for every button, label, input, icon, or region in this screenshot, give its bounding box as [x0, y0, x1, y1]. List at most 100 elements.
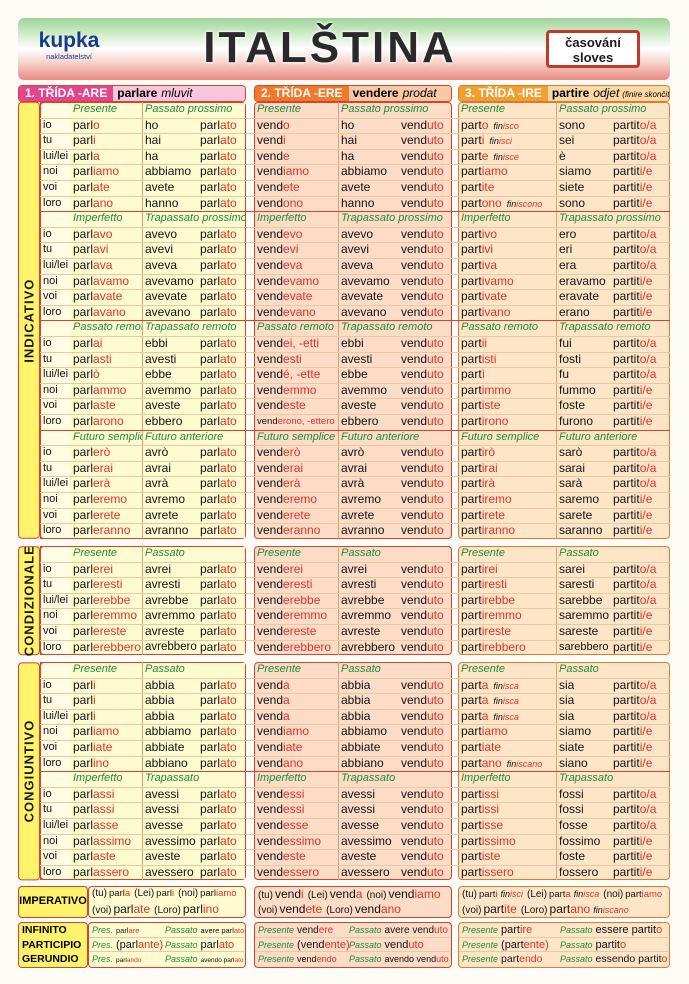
tense-name: Passato prossimo [341, 103, 429, 115]
row-line [40, 639, 670, 641]
stem: vend [257, 639, 284, 654]
participle: partito/a [610, 787, 670, 803]
column-panel-fill [70, 547, 245, 655]
stem: vend [401, 802, 428, 817]
participle: venduto [398, 802, 452, 818]
stem: part [461, 273, 482, 288]
participle: partito/a [610, 562, 670, 578]
stem: vend [257, 677, 284, 692]
auxiliary: fossero [559, 864, 599, 879]
past-part: Passato avendo venduto [349, 954, 449, 964]
ending: evi [283, 242, 299, 257]
stem: part [461, 460, 482, 475]
auxiliary: sia [559, 693, 575, 708]
row-line [40, 755, 670, 757]
auxiliary: saresti [559, 577, 595, 592]
stem: vend [401, 864, 428, 879]
nonfinite-row: Presente vendere Passato avere venduto [255, 923, 450, 938]
ending: i/e [639, 492, 653, 506]
ending: este [283, 849, 306, 864]
past-part: Passato avendo parlato [165, 954, 244, 964]
participle: parlato [197, 834, 246, 850]
stem: parl [73, 273, 94, 288]
extra-form: finiscano [507, 759, 543, 769]
participle: partito/a [610, 258, 670, 274]
ending: uto [427, 133, 444, 148]
ending: are [128, 926, 140, 935]
ending: a [565, 889, 571, 900]
participle: parlato [197, 133, 246, 149]
nonfinite-row: Presente partendo Passato essendo partito [459, 952, 668, 967]
pronoun: tu [43, 694, 53, 707]
past-label: Passato [165, 954, 198, 964]
stem: avendo parl [200, 957, 235, 964]
stem: parl [73, 608, 94, 623]
auxiliary: abbiano [341, 755, 384, 770]
stem: parl [200, 693, 221, 708]
simple-form: partivate [458, 289, 556, 305]
ending: ente) [324, 938, 349, 951]
auxiliary: fosti [559, 351, 582, 366]
ending: ano [283, 755, 304, 770]
simple-form: partireste [458, 624, 556, 640]
auxiliary: avessi [145, 786, 180, 801]
auxiliary: avevate [145, 289, 188, 304]
stem: part [461, 180, 482, 194]
auxiliary: sarete [559, 507, 593, 522]
present-label: Pres. [92, 939, 114, 950]
past-label: Passato [349, 939, 382, 950]
auxiliary: avesti [341, 351, 373, 366]
present-part: Presente vendere [258, 923, 349, 937]
auxiliary: foste [559, 398, 586, 413]
stem: partit [613, 367, 640, 382]
simple-form: vendé, -ette [254, 367, 338, 383]
imperative-pronoun: (tu) [92, 888, 107, 899]
tense-name: Presente [461, 663, 506, 675]
participle: parlato [197, 336, 246, 352]
imperativo-panel [458, 886, 670, 918]
ending: uto [427, 802, 444, 817]
participle: partito/a [610, 445, 670, 461]
ending: uto [427, 382, 444, 397]
verb-box: partire odjet (finire skončit) [547, 86, 669, 101]
ending: ai [93, 336, 103, 350]
stem: partit [613, 818, 640, 832]
ending: immo [481, 382, 512, 397]
extra-stem: fin [500, 889, 511, 899]
stem: partit [613, 786, 640, 801]
participle: venduto [398, 508, 452, 524]
translation: odjet [593, 86, 620, 100]
ending: ire [520, 924, 533, 936]
stem: parl [73, 336, 94, 350]
stem: vend [401, 180, 428, 194]
ending: i [301, 887, 304, 901]
simple-form: parlano [70, 196, 142, 212]
participle: venduto [398, 242, 452, 258]
past-label: Passato [349, 925, 382, 935]
simple-form: venda [254, 709, 338, 725]
stem: vend [401, 164, 428, 179]
ending: evano [283, 304, 316, 319]
auxiliary: ha [341, 148, 355, 163]
simple-form: partiamo [458, 164, 556, 180]
row-line [40, 226, 670, 228]
stem: partit [613, 398, 640, 413]
participle: parlato [197, 608, 246, 624]
nonfinite-panel [88, 922, 246, 968]
stem: vend [257, 445, 284, 460]
stem: partit [613, 289, 640, 304]
imperative-item: (voi) partite [462, 902, 517, 916]
stem: partit [613, 724, 640, 739]
ending: eremo [93, 492, 128, 506]
participle: partiti/e [610, 834, 670, 850]
ending: uto [427, 304, 444, 319]
participle: parlato [197, 849, 246, 865]
stem: parl [73, 677, 94, 692]
ending: ò [93, 367, 100, 382]
ending: o [481, 117, 489, 132]
ending: ato [220, 117, 237, 132]
simple-form: parlassi [70, 802, 142, 818]
ending: eresti [283, 577, 313, 592]
extra-stem: fin [489, 136, 499, 147]
simple-form: parte finisce [458, 149, 556, 165]
